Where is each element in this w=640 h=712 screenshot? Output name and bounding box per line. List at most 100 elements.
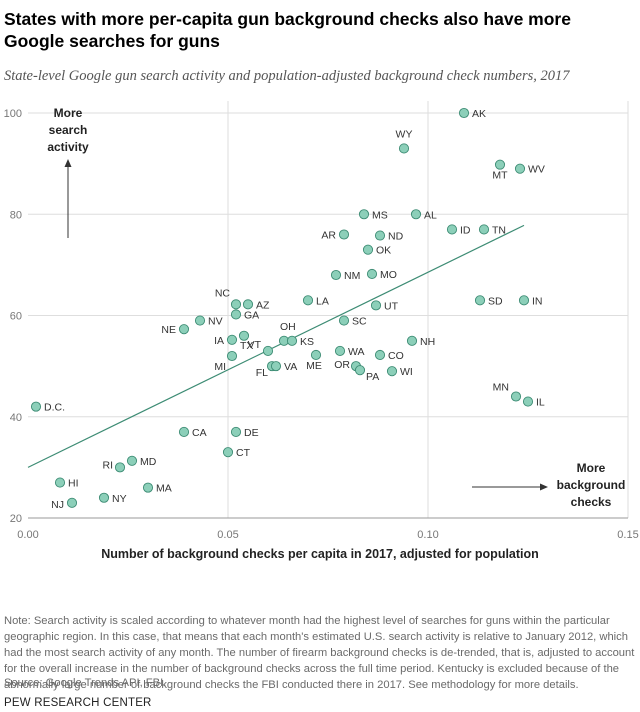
y-annotation-text: search <box>49 123 88 137</box>
point-mi <box>226 350 238 362</box>
x-tick-label: 0.00 <box>17 529 38 541</box>
point-label: NV <box>208 316 223 328</box>
point-label: MT <box>492 170 508 182</box>
point-label: ME <box>306 360 322 372</box>
point-label: FL <box>256 367 268 379</box>
scatter-chart: 20 40 60 80 100 0.00 0.05 0.10 0.15 More search ac… <box>4 101 639 561</box>
y-tick-label: 40 <box>10 412 22 424</box>
point-ms <box>358 209 370 220</box>
y-annotation-text: activity <box>47 140 89 154</box>
y-tick-label: 100 <box>4 108 22 120</box>
axes: 20 40 60 80 100 0.00 0.05 0.10 0.15 <box>4 108 639 541</box>
point-label: AZ <box>256 299 270 311</box>
point-ca <box>178 426 190 437</box>
point-mt <box>494 159 506 170</box>
point-al <box>410 209 422 220</box>
chart-note: Note: Search activity is scaled accordin… <box>4 615 635 691</box>
point-ne <box>178 324 190 335</box>
point-label: NC <box>215 287 231 299</box>
point-md <box>126 455 138 466</box>
point-label: MI <box>214 361 226 373</box>
point-label: IN <box>532 295 543 307</box>
point-label: D.C. <box>44 402 65 414</box>
up-arrow-head <box>64 159 72 167</box>
point-label: OK <box>376 245 391 257</box>
point-label: WI <box>400 366 413 378</box>
point-label: WA <box>348 346 365 358</box>
point-label: AR <box>321 230 336 242</box>
point-label: UT <box>384 300 399 312</box>
point-label: OR <box>334 359 350 371</box>
x-axis-label: Number of background checks per capita i… <box>101 547 539 561</box>
point-hi <box>54 477 66 488</box>
point-il <box>522 396 534 407</box>
point-label: RI <box>103 459 114 471</box>
point-label: IA <box>214 335 224 347</box>
x-tick-label: 0.15 <box>617 529 638 541</box>
point-label: IL <box>536 397 545 409</box>
point-tx <box>238 330 250 341</box>
point-dc <box>30 401 42 412</box>
x-annotation-text: More <box>577 461 606 475</box>
data-points: AK WY MT WV MS AL ID TN AR ND OK NM MO NC AZ LA UT SD IN GA… <box>30 107 545 511</box>
brand-name: PEW RESEARCH CENTER <box>4 697 152 709</box>
point-ak <box>458 107 470 119</box>
point-label: KS <box>300 336 314 348</box>
point-nd <box>374 230 386 241</box>
trend-line <box>27 224 525 468</box>
point-label: ND <box>388 231 404 243</box>
point-label: VA <box>284 361 297 373</box>
point-nc <box>230 299 242 310</box>
point-wi <box>386 366 398 377</box>
point-nh <box>406 335 418 346</box>
trend-line-group <box>27 224 525 468</box>
point-label: NY <box>112 493 127 505</box>
y-tick-label: 60 <box>10 311 22 323</box>
point-tn <box>478 224 490 235</box>
point-nm <box>330 269 342 281</box>
point-label: GA <box>244 309 259 321</box>
point-label: OH <box>280 321 296 333</box>
point-nv <box>194 315 206 326</box>
point-label: AK <box>472 108 486 120</box>
point-label: HI <box>68 478 79 490</box>
point-label: NJ <box>51 499 64 511</box>
point-label: NH <box>420 336 435 348</box>
point-ks <box>286 335 298 346</box>
point-ut <box>370 300 382 311</box>
point-sd <box>474 295 486 306</box>
point-label: AL <box>424 209 437 221</box>
point-label: MO <box>380 269 397 281</box>
x-tick-label: 0.05 <box>217 529 238 541</box>
chart-title: States with more per-capita gun backgrou… <box>4 9 571 51</box>
point-nj <box>66 497 78 508</box>
point-label: MS <box>372 209 388 221</box>
x-tick-label: 0.10 <box>417 529 438 541</box>
point-ar <box>338 229 350 240</box>
point-ia <box>226 334 238 345</box>
point-wa <box>334 345 346 356</box>
point-mo <box>366 268 378 280</box>
point-label: CO <box>388 350 404 362</box>
chart-source: Source: Google Trends API, FBI. <box>4 677 167 689</box>
x-annotation-text: checks <box>571 495 612 509</box>
point-de <box>230 426 242 437</box>
point-mn <box>510 391 522 402</box>
point-label: WV <box>528 164 545 176</box>
y-tick-label: 20 <box>10 513 22 525</box>
right-arrow-head <box>540 483 548 491</box>
point-ct <box>222 447 234 458</box>
point-me <box>310 349 322 361</box>
point-id <box>446 224 458 235</box>
point-label: MA <box>156 483 172 495</box>
point-in <box>518 295 530 306</box>
point-label: DE <box>244 427 259 439</box>
point-label: NE <box>161 324 176 336</box>
point-label: CA <box>192 427 207 439</box>
annotations: More search activity More background checks <box>47 106 625 509</box>
point-ma <box>142 482 154 493</box>
point-wv <box>514 163 526 174</box>
chart-subtitle: State-level Google gun search activity a… <box>4 68 570 84</box>
point-ri <box>114 462 126 473</box>
y-tick-label: 80 <box>10 209 22 221</box>
